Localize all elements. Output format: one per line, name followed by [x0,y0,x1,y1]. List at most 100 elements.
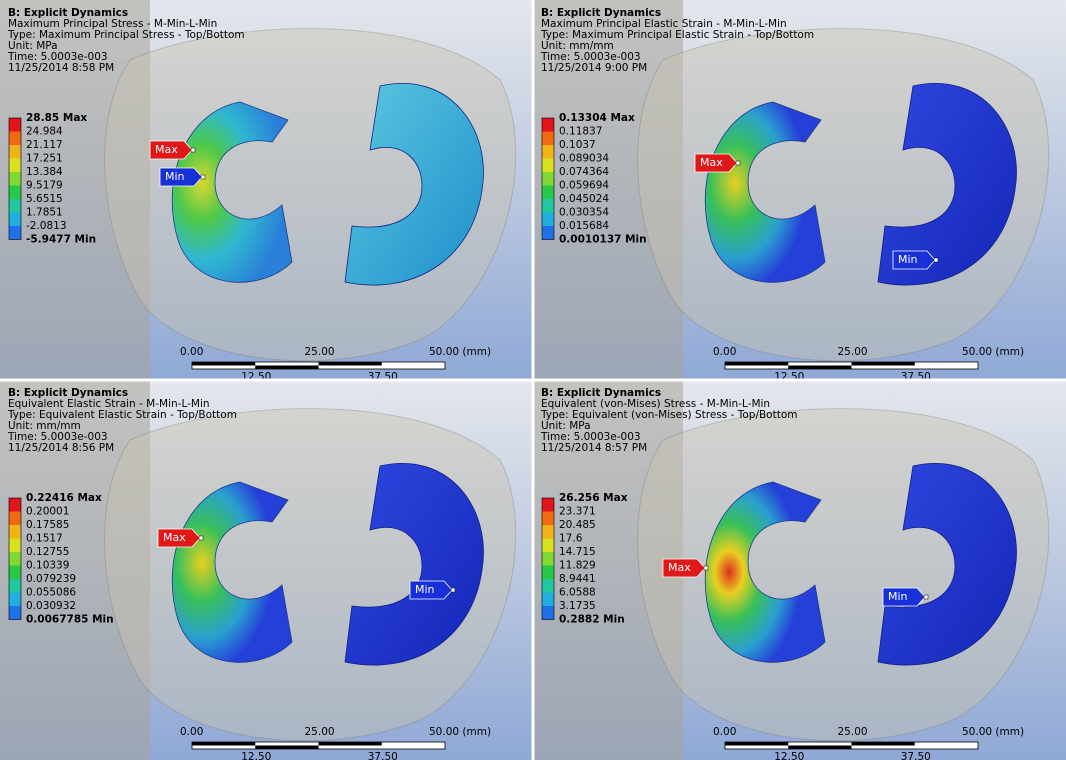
legend-band [9,199,21,213]
legend-label: 0.10339 [26,560,69,572]
result-info: 11/25/2014 8:57 PM [541,442,647,454]
legend-label: 0.045024 [559,193,609,205]
legend-band [542,226,554,240]
legend-band [9,512,21,526]
legend-label: 13.384 [26,166,63,178]
scale-label: 25.00 [305,346,335,358]
legend-band [542,186,554,200]
legend-band [542,606,554,620]
probe-point [704,566,708,570]
legend-label: 0.089034 [559,153,609,165]
legend-label: 21.117 [26,139,63,151]
scale-label: 0.00 [713,726,736,738]
scale-label: 12.50 [241,751,271,760]
scale-label: 25.00 [838,726,868,738]
legend-band [9,566,21,580]
legend-label: 0.0010137 Min [559,234,647,246]
legend-label: 9.5179 [26,180,63,192]
scale-bar-segment [192,362,255,366]
probe-label: Min [165,170,185,183]
legend-label: 3.1735 [559,600,596,612]
legend-label: 0.2882 Min [559,614,625,626]
legend-label: 26.256 Max [559,492,628,504]
probe-label: Max [700,156,723,169]
scale-bar-segment [255,746,318,750]
scale-label: 50.00 (mm) [429,726,491,738]
legend-label: 8.9441 [559,573,596,585]
legend-label: 0.17585 [26,519,69,531]
legend-label: 5.6515 [26,193,63,205]
legend-label: 0.079239 [26,573,76,585]
scale-bar-segment [788,746,851,750]
legend-label: -2.0813 [26,220,67,232]
legend-band [542,118,554,132]
probe-label: Max [668,561,691,574]
legend-label: 17.6 [559,533,583,545]
legend-band [542,145,554,159]
scale-label: 25.00 [838,346,868,358]
legend-label: 0.074364 [559,166,609,178]
probe-point [924,595,928,599]
legend-band [542,498,554,512]
legend-label: 0.12755 [26,546,69,558]
legend-label: 0.015684 [559,220,609,232]
scale-label: 50.00 (mm) [962,726,1024,738]
legend-band [9,132,21,146]
probe-point [934,258,938,262]
screenshot: B: Explicit DynamicsMaximum Principal St… [0,0,1066,760]
legend-label: 24.984 [26,126,63,138]
legend-band [9,552,21,566]
result-info: 11/25/2014 8:58 PM [8,62,114,74]
legend-label: 11.829 [559,560,596,572]
legend-band [542,213,554,227]
legend-label: 0.0067785 Min [26,614,114,626]
legend-band [9,172,21,186]
scale-bar-segment [192,742,255,746]
legend-band [9,213,21,227]
legend-band [542,132,554,146]
legend-label: 17.251 [26,153,63,165]
probe-point [191,148,195,152]
result-info: 11/25/2014 9:00 PM [541,62,647,74]
legend-band [9,606,21,620]
probe-point [736,161,740,165]
scale-bar-segment [319,742,382,746]
probe-label: Max [155,143,178,156]
legend-label: 6.0588 [559,587,596,599]
scale-label: 25.00 [305,726,335,738]
legend-band [542,172,554,186]
scale-label: 12.50 [774,751,804,760]
probe-point [199,536,203,540]
legend-band [9,226,21,240]
legend-band [9,579,21,593]
legend-label: 0.13304 Max [559,112,635,124]
probe-point [451,588,455,592]
legend-band [542,566,554,580]
legend-band [542,539,554,553]
probe-label: Max [163,531,186,544]
result-info: 11/25/2014 8:56 PM [8,442,114,454]
legend-band [9,498,21,512]
legend-label: 0.030354 [559,207,609,219]
legend-band [9,118,21,132]
legend-label: 0.055086 [26,587,76,599]
legend-band [542,593,554,607]
legend-label: 0.22416 Max [26,492,102,504]
probe-label: Min [415,583,435,596]
legend-band [9,186,21,200]
scale-bar-segment [255,366,318,370]
legend-label: 14.715 [559,546,596,558]
scale-label: 0.00 [180,346,203,358]
scale-bar-segment [725,362,788,366]
probe-point [201,175,205,179]
scale-bar-segment [852,742,915,746]
legend-label: 0.059694 [559,180,609,192]
legend-label: 20.485 [559,519,596,531]
legend-band [542,512,554,526]
scale-label: 50.00 (mm) [429,346,491,358]
legend-label: 0.1517 [26,533,63,545]
legend-label: 23.371 [559,506,596,518]
legend-band [542,159,554,173]
